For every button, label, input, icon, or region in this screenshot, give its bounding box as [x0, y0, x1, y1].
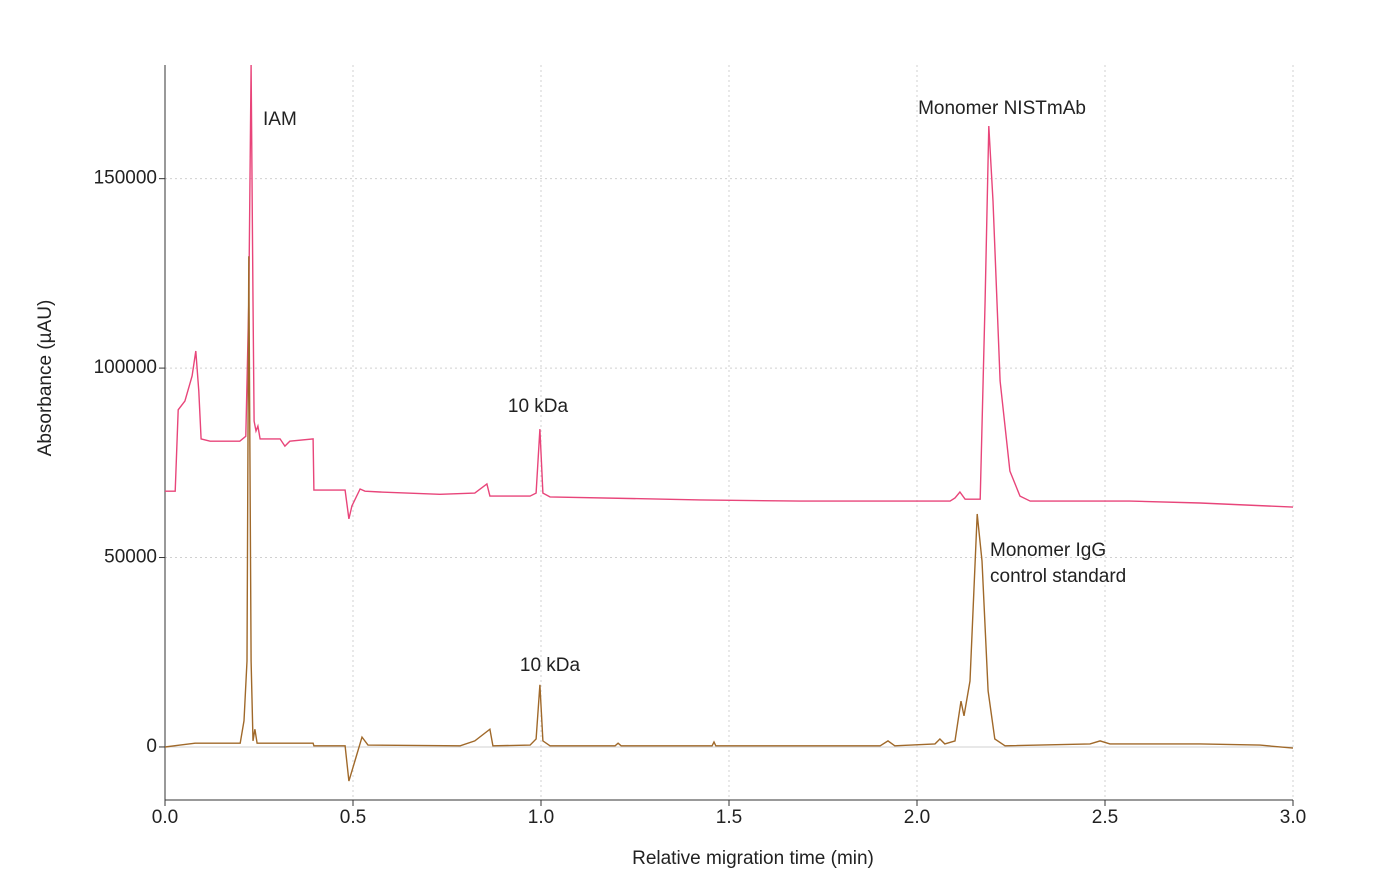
trace-line [165, 256, 1293, 782]
y-tick-label: 150000 [94, 168, 157, 189]
trace-line [165, 65, 1293, 520]
y-tick-label: 50000 [104, 547, 157, 568]
annotation: 10 kDa [520, 655, 581, 676]
x-tick-label: 2.0 [904, 807, 930, 828]
y-tick-label: 0 [146, 736, 157, 757]
annotation: Monomer IgG [990, 540, 1106, 561]
x-tick-label: 0.0 [152, 807, 178, 828]
y-axis-label: Absorbance (µAU) [35, 300, 56, 457]
x-tick-label: 0.5 [340, 807, 366, 828]
x-axis-label: Relative migration time (min) [632, 848, 874, 869]
annotation: IAM [263, 109, 297, 130]
x-tick-label: 2.5 [1092, 807, 1118, 828]
y-tick-label: 100000 [94, 357, 157, 378]
x-tick-label: 1.0 [528, 807, 554, 828]
annotation: control standard [990, 566, 1126, 587]
x-tick-label: 3.0 [1280, 807, 1306, 828]
annotation: 10 kDa [508, 396, 569, 417]
x-tick-label: 1.5 [716, 807, 742, 828]
annotation: Monomer NISTmAb [918, 98, 1086, 119]
